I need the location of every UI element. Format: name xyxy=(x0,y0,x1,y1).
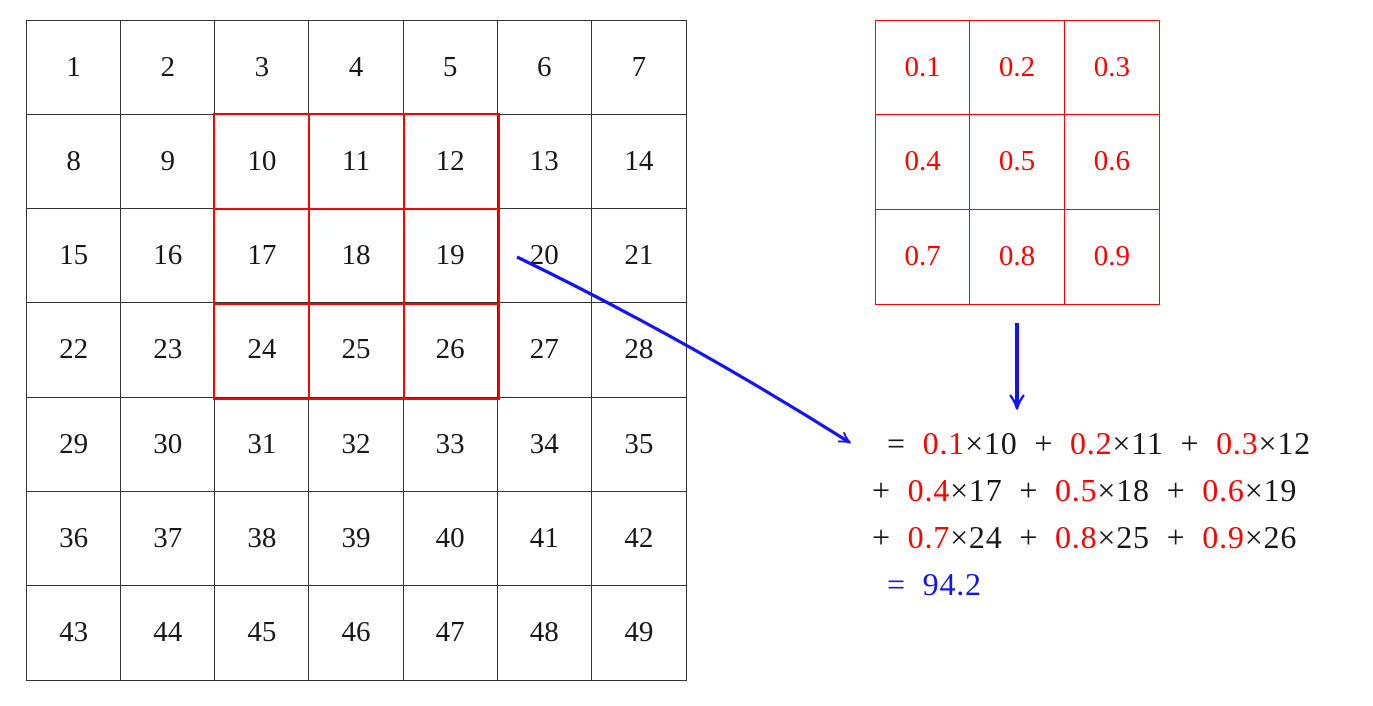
input-grid-cell: 3 xyxy=(215,21,310,116)
input-grid-cell: 40 xyxy=(403,491,498,586)
equation-segment: ×24 xyxy=(950,519,1003,555)
input-grid-cell: 43 xyxy=(27,585,122,680)
kernel-cell: 0.7 xyxy=(876,209,971,304)
input-grid-cell: 26 xyxy=(403,303,498,398)
equation-segment: 0.3 xyxy=(1216,425,1259,461)
input-grid: 1 2 3 4 5 6 7 8 9 10 11 12 13 14 15 16 17 18 19 20 21 22 23 24 2… xyxy=(26,20,687,681)
input-grid-cell: 2 xyxy=(121,21,216,116)
input-grid-cell: 8 xyxy=(27,115,122,210)
input-grid-cell: 4 xyxy=(309,21,404,116)
equation-segment: = xyxy=(887,425,923,461)
input-grid-cell: 10 xyxy=(215,115,310,210)
input-grid-cell: 18 xyxy=(309,209,404,304)
equation-segment: + xyxy=(1149,472,1203,508)
equation-segment: 0.4 xyxy=(907,472,951,508)
equation-segment: = 94.2 xyxy=(887,566,982,602)
input-grid-cell: 16 xyxy=(121,209,216,304)
input-grid-cell: 22 xyxy=(27,303,122,398)
equation-segment: ×19 xyxy=(1244,472,1298,508)
equation-line-3: + 0.7×24 + 0.8×25 + 0.9×26 xyxy=(872,514,1311,561)
input-grid-cell: 6 xyxy=(497,21,592,116)
kernel-cell: 0.5 xyxy=(970,115,1065,210)
input-grid-cell: 30 xyxy=(121,397,216,492)
input-grid-cell: 32 xyxy=(309,397,404,492)
equation-segment: ×26 xyxy=(1244,519,1298,555)
equation-segment: + xyxy=(1163,425,1217,461)
input-grid-cell: 7 xyxy=(591,21,686,116)
input-grid-cell: 24 xyxy=(215,303,310,398)
equation-segment: + xyxy=(1002,519,1055,555)
kernel-cell: 0.1 xyxy=(876,21,971,116)
input-grid-cell: 25 xyxy=(309,303,404,398)
equation-segment: + xyxy=(872,519,908,555)
input-grid-cell: 29 xyxy=(27,397,122,492)
equation-segment: ×17 xyxy=(950,472,1003,508)
input-grid-cell: 19 xyxy=(403,209,498,304)
input-grid-cell: 17 xyxy=(215,209,310,304)
kernel-grid: 0.1 0.2 0.3 0.4 0.5 0.6 0.7 0.8 0.9 xyxy=(875,20,1160,305)
input-grid-cell: 36 xyxy=(27,491,122,586)
equation: = 0.1×10 + 0.2×11 + 0.3×12 + 0.4×17 + 0.5… xyxy=(872,420,1311,608)
input-grid-cell: 21 xyxy=(591,209,686,304)
input-grid-cell: 12 xyxy=(403,115,498,210)
input-grid-cell: 14 xyxy=(591,115,686,210)
input-grid-cell: 41 xyxy=(497,491,592,586)
equation-line-2: + 0.4×17 + 0.5×18 + 0.6×19 xyxy=(872,467,1311,514)
input-grid-cell: 37 xyxy=(121,491,216,586)
input-grid-cell: 44 xyxy=(121,585,216,680)
equation-segment: 0.2 xyxy=(1069,425,1113,461)
equation-segment: ×18 xyxy=(1097,472,1150,508)
equation-segment: + xyxy=(1017,425,1070,461)
input-grid-cell: 1 xyxy=(27,21,122,116)
input-grid-cell: 27 xyxy=(497,303,592,398)
equation-segment: 0.6 xyxy=(1202,472,1245,508)
input-grid-cell: 38 xyxy=(215,491,310,586)
equation-segment: + xyxy=(1002,472,1055,508)
kernel-cell: 0.4 xyxy=(876,115,971,210)
equation-segment: ×12 xyxy=(1258,425,1311,461)
input-grid-cell: 45 xyxy=(215,585,310,680)
input-grid-cell: 5 xyxy=(403,21,498,116)
input-grid-cell: 42 xyxy=(591,492,686,586)
input-grid-cell: 9 xyxy=(121,115,216,210)
equation-segment: ×11 xyxy=(1112,425,1164,461)
equation-segment: ×10 xyxy=(965,425,1018,461)
equation-line-4: = 94.2 xyxy=(872,561,1311,608)
input-grid-cell: 15 xyxy=(27,209,122,304)
equation-segment: ×25 xyxy=(1097,519,1150,555)
kernel-cell: 0.6 xyxy=(1064,115,1159,210)
equation-segment: 0.1 xyxy=(922,425,966,461)
equation-line-1: = 0.1×10 + 0.2×11 + 0.3×12 xyxy=(872,420,1311,467)
input-grid-cell: 39 xyxy=(309,491,404,586)
input-grid-cell: 35 xyxy=(591,398,686,492)
input-grid-cell: 33 xyxy=(403,397,498,492)
kernel-cell: 0.8 xyxy=(970,209,1065,304)
equation-segment: 0.8 xyxy=(1054,519,1098,555)
input-grid-cell: 23 xyxy=(121,303,216,398)
input-grid-cell: 11 xyxy=(309,115,404,210)
input-grid-cell: 31 xyxy=(215,397,310,492)
equation-segment: + xyxy=(1149,519,1203,555)
input-grid-cell: 47 xyxy=(404,585,498,680)
input-grid-cell: 20 xyxy=(497,209,592,304)
input-grid-cell: 13 xyxy=(497,115,592,210)
input-grid-cell: 46 xyxy=(309,585,404,680)
input-grid-cell: 28 xyxy=(591,303,686,398)
equation-segment: 0.5 xyxy=(1054,472,1098,508)
kernel-cell: 0.9 xyxy=(1093,240,1130,273)
equation-segment: 0.9 xyxy=(1202,519,1245,555)
kernel-cell: 0.2 xyxy=(970,21,1065,116)
equation-segment: + xyxy=(872,472,908,508)
equation-segment: 0.7 xyxy=(907,519,951,555)
input-grid-cell: 34 xyxy=(497,397,592,492)
kernel-cell: 0.3 xyxy=(1064,21,1159,116)
input-grid-cell: 49 xyxy=(624,616,654,649)
input-grid-cell: 48 xyxy=(498,585,592,680)
